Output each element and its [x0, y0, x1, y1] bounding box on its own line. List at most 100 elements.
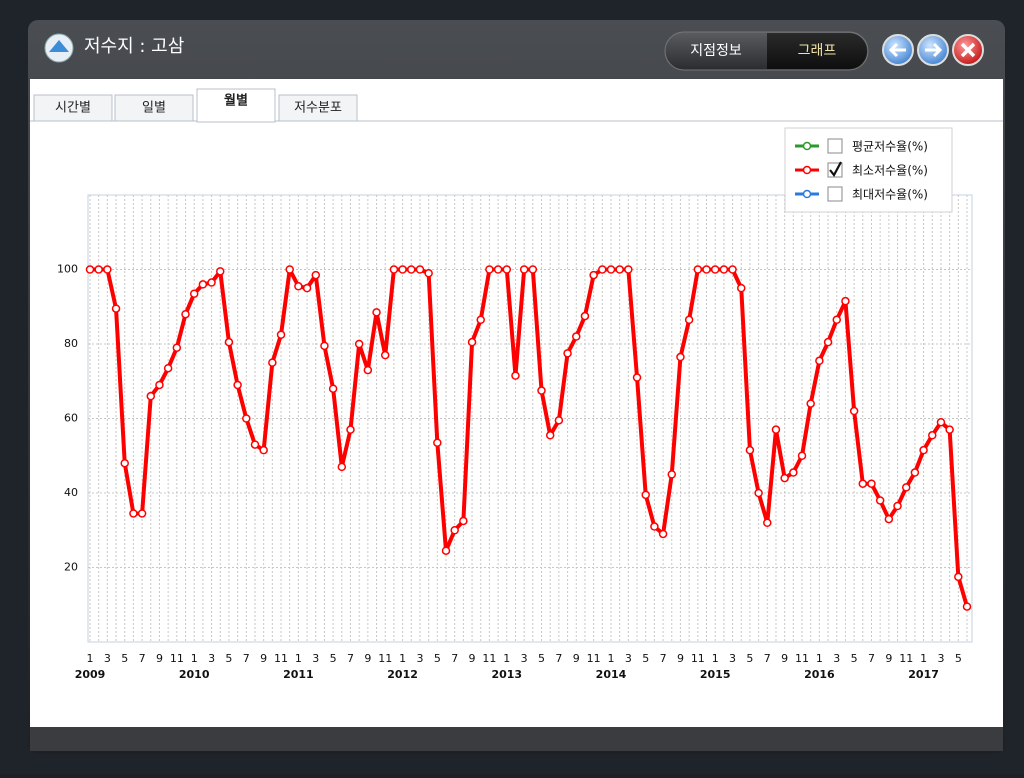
segment-active [767, 33, 867, 69]
y-tick-label: 20 [64, 561, 78, 574]
x-tick-label: 11 [899, 652, 913, 665]
x-tick-label: 7 [868, 652, 875, 665]
data-point [954, 572, 963, 582]
x-tick-label: 9 [260, 652, 267, 665]
app-icon-shape [49, 40, 69, 52]
data-point [537, 386, 546, 395]
x-tick-label: 7 [347, 652, 354, 665]
x-tick-label: 11 [170, 652, 184, 665]
x-tick-label: 5 [642, 652, 649, 665]
x-tick-label: 9 [781, 652, 788, 665]
tab[interactable] [33, 94, 113, 122]
data-point [719, 265, 729, 274]
tab[interactable] [278, 94, 358, 122]
data-point [398, 265, 407, 274]
data-point [129, 509, 138, 518]
data-point [389, 265, 399, 274]
data-point [163, 363, 173, 373]
data-point [198, 280, 208, 289]
legend-checkmark [829, 161, 842, 177]
tab-label[interactable]: 일별 [142, 101, 166, 116]
data-point [380, 350, 390, 360]
segment-button[interactable]: 그래프 [798, 43, 837, 59]
data-point [424, 268, 433, 278]
data-point [658, 529, 668, 539]
x-tick-label: 7 [139, 652, 146, 665]
tab-label[interactable]: 저수분포 [294, 101, 342, 116]
data-point [901, 483, 911, 492]
x-tick-label: 9 [364, 652, 371, 665]
next-arrow [925, 42, 943, 58]
tab[interactable] [114, 94, 194, 122]
legend-marker [802, 165, 812, 175]
tab-label[interactable]: 시간별 [55, 101, 91, 116]
x-tick-label: 1 [503, 652, 510, 665]
data-point [433, 438, 442, 447]
legend-label: 최대저수율(%) [852, 188, 928, 202]
data-point [354, 339, 364, 349]
tab[interactable] [196, 88, 276, 123]
data-point [598, 265, 607, 274]
data-point [476, 315, 485, 325]
x-tick-label: 7 [660, 652, 667, 665]
legend-marker [802, 189, 812, 199]
data-point [580, 311, 590, 321]
legend-checkbox[interactable] [827, 186, 843, 202]
prev-arrow [888, 42, 906, 58]
x-tick-label: 7 [555, 652, 562, 665]
data-point [155, 380, 164, 390]
x-tick-label: 5 [121, 652, 128, 665]
data-point [485, 265, 494, 274]
data-point [589, 270, 598, 280]
data-point [242, 414, 251, 423]
data-point [120, 458, 129, 468]
data-point [554, 416, 564, 425]
x-tick-label: 3 [521, 652, 528, 665]
data-point [789, 468, 798, 477]
data-point [311, 270, 321, 280]
data-point [763, 518, 772, 528]
data-point [363, 365, 373, 375]
data-point [111, 304, 121, 313]
x-tick-label: 1 [191, 652, 198, 665]
window-footer [30, 727, 1003, 751]
data-point [693, 265, 703, 274]
x-tick-label: 5 [955, 652, 962, 665]
close-x [960, 42, 976, 58]
data-point [302, 283, 312, 293]
data-point [728, 265, 737, 274]
y-tick-label: 100 [57, 263, 78, 276]
x-year-label: 2014 [596, 668, 627, 681]
data-point [407, 265, 416, 274]
data-point [754, 488, 763, 498]
data-point [511, 371, 520, 380]
data-point [189, 289, 199, 298]
x-tick-label: 1 [295, 652, 302, 665]
legend-checkbox[interactable] [827, 138, 843, 154]
data-point [415, 265, 425, 274]
x-tick-label: 5 [538, 652, 545, 665]
data-point [962, 602, 972, 611]
data-point [780, 473, 789, 483]
data-point [224, 337, 234, 347]
data-point [346, 425, 355, 434]
data-point [745, 445, 755, 455]
data-point [606, 265, 616, 274]
data-point [736, 283, 746, 293]
data-point [797, 451, 807, 460]
x-tick-label: 11 [587, 652, 601, 665]
segment-button[interactable]: 지점정보 [690, 43, 742, 59]
x-tick-label: 1 [920, 652, 927, 665]
data-point [467, 337, 477, 347]
data-point [771, 425, 781, 434]
data-point [215, 267, 225, 276]
x-tick-label: 5 [746, 652, 753, 665]
data-point [945, 425, 954, 434]
x-tick-label: 3 [416, 652, 423, 665]
x-tick-label: 11 [795, 652, 809, 665]
data-point [450, 526, 459, 535]
window-title: 저수지 : 고삼 [84, 36, 184, 57]
tab-label[interactable]: 월별 [224, 93, 248, 109]
x-tick-label: 1 [607, 652, 614, 665]
